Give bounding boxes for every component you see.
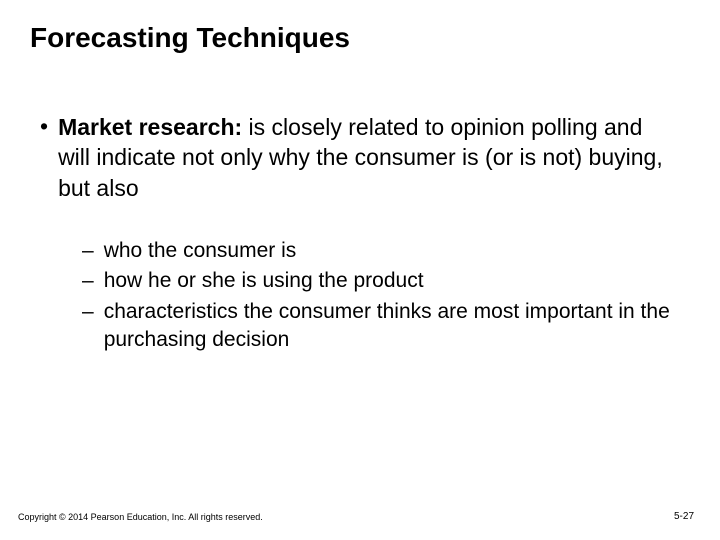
sub-item: – who the consumer is	[82, 237, 670, 265]
bullet-term: Market research:	[58, 114, 242, 140]
bullet-text: Market research: is closely related to o…	[58, 112, 670, 203]
slide-content: • Market research: is closely related to…	[0, 54, 720, 354]
slide-title: Forecasting Techniques	[0, 0, 720, 54]
bullet-main: • Market research: is closely related to…	[40, 112, 670, 203]
page-number: 5-27	[674, 511, 694, 522]
bullet-marker-icon: •	[40, 112, 48, 141]
slide: Forecasting Techniques • Market research…	[0, 0, 720, 540]
sub-item: – characteristics the consumer thinks ar…	[82, 298, 670, 355]
sub-text: who the consumer is	[104, 237, 297, 265]
dash-icon: –	[82, 298, 94, 326]
sublist: – who the consumer is – how he or she is…	[40, 237, 670, 354]
copyright-footer: Copyright © 2014 Pearson Education, Inc.…	[18, 512, 263, 522]
sub-item: – how he or she is using the product	[82, 267, 670, 295]
sub-text: characteristics the consumer thinks are …	[104, 298, 670, 355]
dash-icon: –	[82, 237, 94, 265]
dash-icon: –	[82, 267, 94, 295]
sub-text: how he or she is using the product	[104, 267, 424, 295]
